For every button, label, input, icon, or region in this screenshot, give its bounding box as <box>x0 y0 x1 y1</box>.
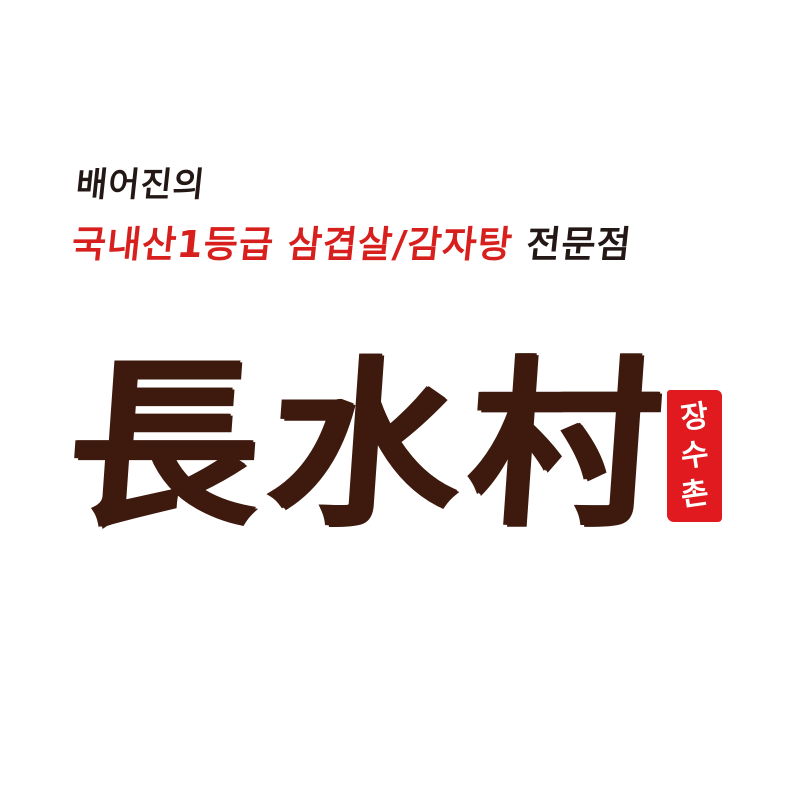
tagline-store-type: 전문점 <box>524 223 634 266</box>
brand-logo-hanja: 長 水 村 <box>63 330 668 560</box>
seal-char-3: 촌 <box>678 474 711 514</box>
hanja-char-jang: 長 <box>62 338 268 551</box>
hanja-char-su: 水 <box>262 338 468 551</box>
red-seal-stamp: 장 수 촌 <box>667 390 722 522</box>
seal-char-1: 장 <box>678 397 711 437</box>
tagline-line1: 배어진의 <box>73 165 208 205</box>
tagline-specialty: 국내산1등급 삼겹살/감자탕 <box>69 223 515 266</box>
hanja-char-chon: 村 <box>462 338 668 551</box>
tagline-line2: 국내산1등급 삼겹살/감자탕 전문점 <box>69 223 634 266</box>
seal-char-2: 수 <box>678 436 711 475</box>
